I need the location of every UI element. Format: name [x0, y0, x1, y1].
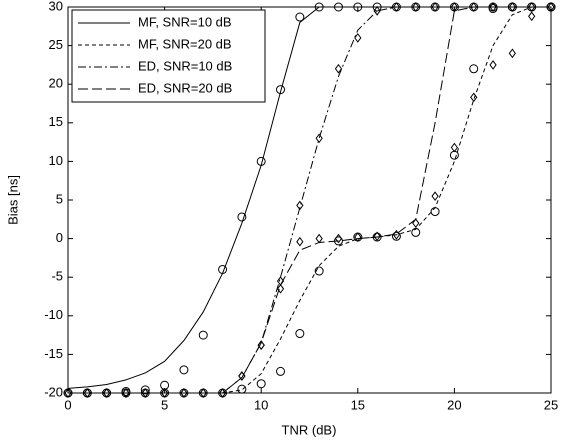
marker-circle [295, 12, 305, 22]
x-tick-label: 25 [544, 397, 558, 412]
marker-circle [276, 85, 286, 95]
marker-diamond [334, 233, 343, 244]
marker-circle [333, 2, 343, 12]
marker-diamond [180, 388, 188, 398]
y-tick-label: -5 [51, 269, 63, 284]
y-tick-label: 20 [49, 76, 63, 91]
y-tick-label: 15 [49, 114, 63, 129]
marker-diamond [547, 2, 555, 12]
marker-diamond [122, 388, 130, 398]
marker-diamond [141, 388, 149, 398]
marker-diamond [199, 388, 207, 398]
series-line [68, 6, 551, 394]
x-tick-label: 15 [351, 397, 365, 412]
marker-circle [353, 2, 363, 12]
marker-diamond [470, 92, 478, 103]
marker-diamond [315, 133, 323, 144]
legend-label: ED, SNR=20 dB [138, 80, 232, 95]
x-axis-label: TNR (dB) [282, 422, 337, 437]
legend-box [71, 9, 266, 103]
y-tick-label: 5 [56, 191, 63, 206]
marker-circle [198, 330, 208, 340]
marker-diamond [276, 283, 285, 294]
marker-circle [391, 231, 401, 241]
marker-circle [218, 264, 228, 274]
marker-diamond [334, 63, 343, 74]
marker-diamond [160, 388, 169, 398]
marker-diamond [412, 218, 420, 228]
y-tick-label: -10 [44, 307, 63, 322]
marker-diamond [296, 200, 304, 211]
y-tick-label: 0 [56, 230, 63, 245]
marker-circle [411, 227, 421, 237]
y-tick-label: 10 [49, 153, 63, 168]
marker-diamond [83, 388, 91, 398]
marker-diamond [354, 232, 362, 242]
legend-label: MF, SNR=20 dB [138, 36, 232, 51]
marker-circle [276, 366, 286, 376]
marker-circle [449, 150, 459, 160]
marker-diamond [508, 48, 516, 59]
marker-diamond [392, 2, 401, 12]
marker-diamond [238, 371, 246, 381]
y-tick-label: -20 [44, 384, 63, 399]
y-tick-label: -15 [44, 346, 63, 361]
marker-diamond [450, 142, 459, 153]
marker-diamond [373, 6, 381, 16]
y-axis-label: Bias [ns] [5, 175, 20, 225]
marker-circle [314, 266, 324, 276]
marker-circle [256, 379, 266, 389]
marker-circle [256, 156, 266, 166]
marker-circle [179, 365, 189, 375]
x-tick-label: 5 [161, 397, 168, 412]
marker-diamond [528, 2, 536, 12]
marker-diamond [508, 2, 516, 12]
y-tick-label: 30 [49, 0, 63, 13]
x-tick-label: 0 [64, 397, 71, 412]
y-tick-label: 25 [49, 37, 63, 52]
marker-diamond [450, 2, 459, 12]
marker-diamond [528, 11, 536, 22]
x-tick-label: 20 [447, 397, 461, 412]
marker-diamond [489, 2, 497, 12]
marker-circle [430, 207, 440, 217]
marker-diamond [276, 276, 285, 286]
legend-label: MF, SNR=10 dB [138, 14, 232, 29]
legend-label: ED, SNR=10 dB [138, 58, 232, 73]
marker-circle [469, 64, 479, 74]
marker-diamond [412, 2, 420, 12]
marker-diamond [315, 233, 323, 244]
marker-circle [140, 385, 150, 395]
marker-diamond [470, 2, 478, 12]
marker-diamond [257, 340, 265, 350]
marker-circle [314, 2, 324, 12]
marker-diamond [431, 191, 439, 201]
marker-diamond [218, 388, 227, 398]
marker-circle [488, 4, 498, 14]
marker-circle [333, 236, 343, 246]
marker-diamond [64, 388, 72, 398]
marker-diamond [103, 388, 111, 398]
marker-circle [372, 2, 382, 12]
marker-diamond [392, 229, 401, 240]
x-tick-label: 10 [254, 397, 268, 412]
marker-circle [237, 212, 247, 222]
marker-diamond [489, 60, 497, 70]
marker-diamond [296, 236, 304, 247]
marker-diamond [354, 33, 362, 43]
marker-circle [237, 384, 247, 394]
marker-diamond [431, 2, 439, 12]
marker-circle [295, 329, 305, 339]
marker-diamond [373, 231, 381, 242]
